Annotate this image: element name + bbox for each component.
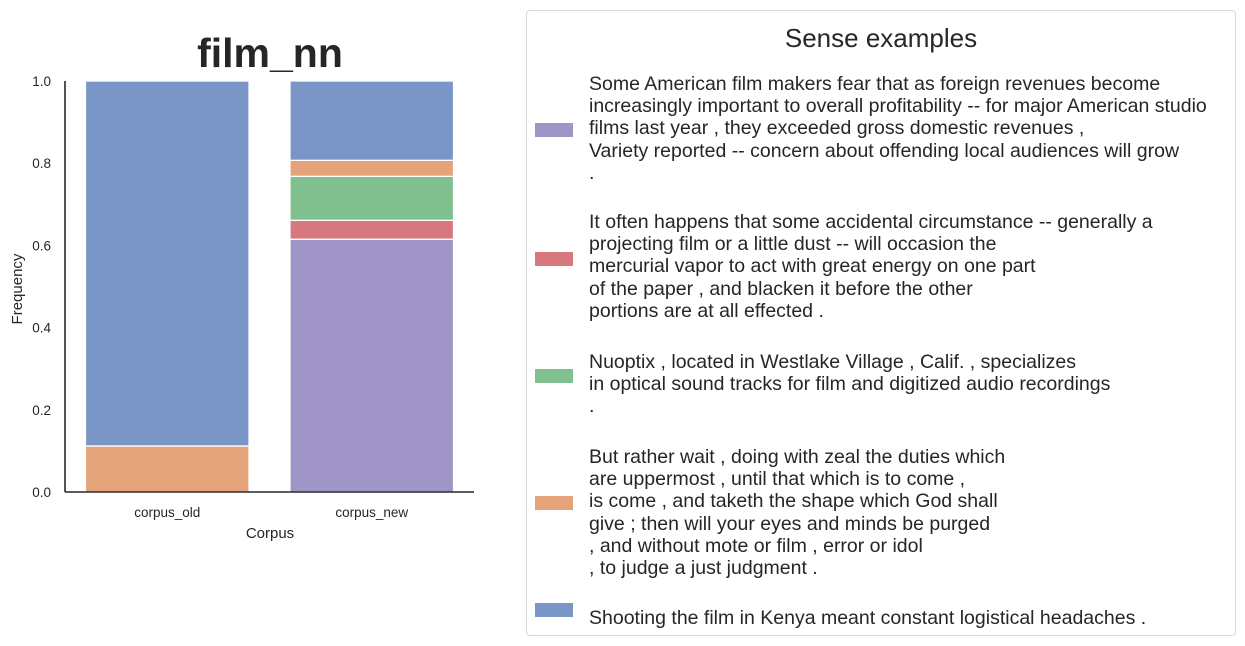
bar-segment	[84, 445, 250, 493]
x-tick-label: corpus_old	[134, 505, 200, 520]
legend-entry: Shooting the film in Kenya meant constan…	[535, 585, 1231, 631]
y-axis-ticks: 0.0 0.2 0.4 0.6 0.8 1.0	[32, 74, 51, 500]
y-tick-label: 0.0	[32, 485, 51, 500]
legend-entry-text: But rather wait , doing with zeal the du…	[589, 446, 1006, 580]
legend-entry-text: Nuoptix , located in Westlake Village , …	[589, 351, 1111, 418]
bar-segment	[289, 159, 455, 178]
y-tick-label: 0.2	[32, 403, 51, 418]
y-tick-label: 0.4	[32, 321, 51, 336]
legend-entry: But rather wait , doing with zeal the du…	[535, 446, 1231, 580]
legend-entry-text: Some American film makers fear that as f…	[589, 73, 1207, 184]
y-tick-label: 1.0	[32, 74, 51, 89]
bar-segment	[84, 80, 250, 447]
y-tick-label: 0.6	[32, 238, 51, 253]
legend-entry-text: It often happens that some accidental ci…	[589, 211, 1153, 322]
legend-swatch	[535, 496, 573, 510]
stacked-bar-chart: film_nn 0.00.20.40.60.81.0 corpus_old cor…	[9, 30, 474, 542]
y-tick-label: 0.8	[32, 156, 51, 171]
legend-swatch	[535, 123, 573, 137]
bar-segment	[289, 175, 455, 221]
legend-swatch	[535, 252, 573, 266]
legend-title: Sense examples	[784, 23, 978, 53]
bar-segment	[289, 80, 455, 161]
legend: Sense examples Some American film makers…	[526, 10, 1236, 636]
y-axis-label: Frequency	[9, 253, 26, 324]
bar-segment	[289, 219, 455, 240]
x-tick-label: corpus_new	[335, 505, 408, 520]
bars-layer	[84, 80, 455, 493]
legend-entry: Some American film makers fear that as f…	[535, 73, 1231, 185]
x-axis-ticks: corpus_old corpus_new	[134, 505, 408, 520]
legend-entry-text: Shooting the film in Kenya meant constan…	[589, 607, 1147, 630]
legend-entry: Nuoptix , located in Westlake Village , …	[535, 351, 1231, 419]
x-axis-label: Corpus	[246, 525, 294, 542]
legend-entry: It often happens that some accidental ci…	[535, 211, 1231, 323]
legend-swatch	[535, 369, 573, 383]
legend-swatch	[535, 603, 573, 617]
chart-title: film_nn	[197, 30, 343, 76]
bar-segment	[289, 238, 455, 493]
